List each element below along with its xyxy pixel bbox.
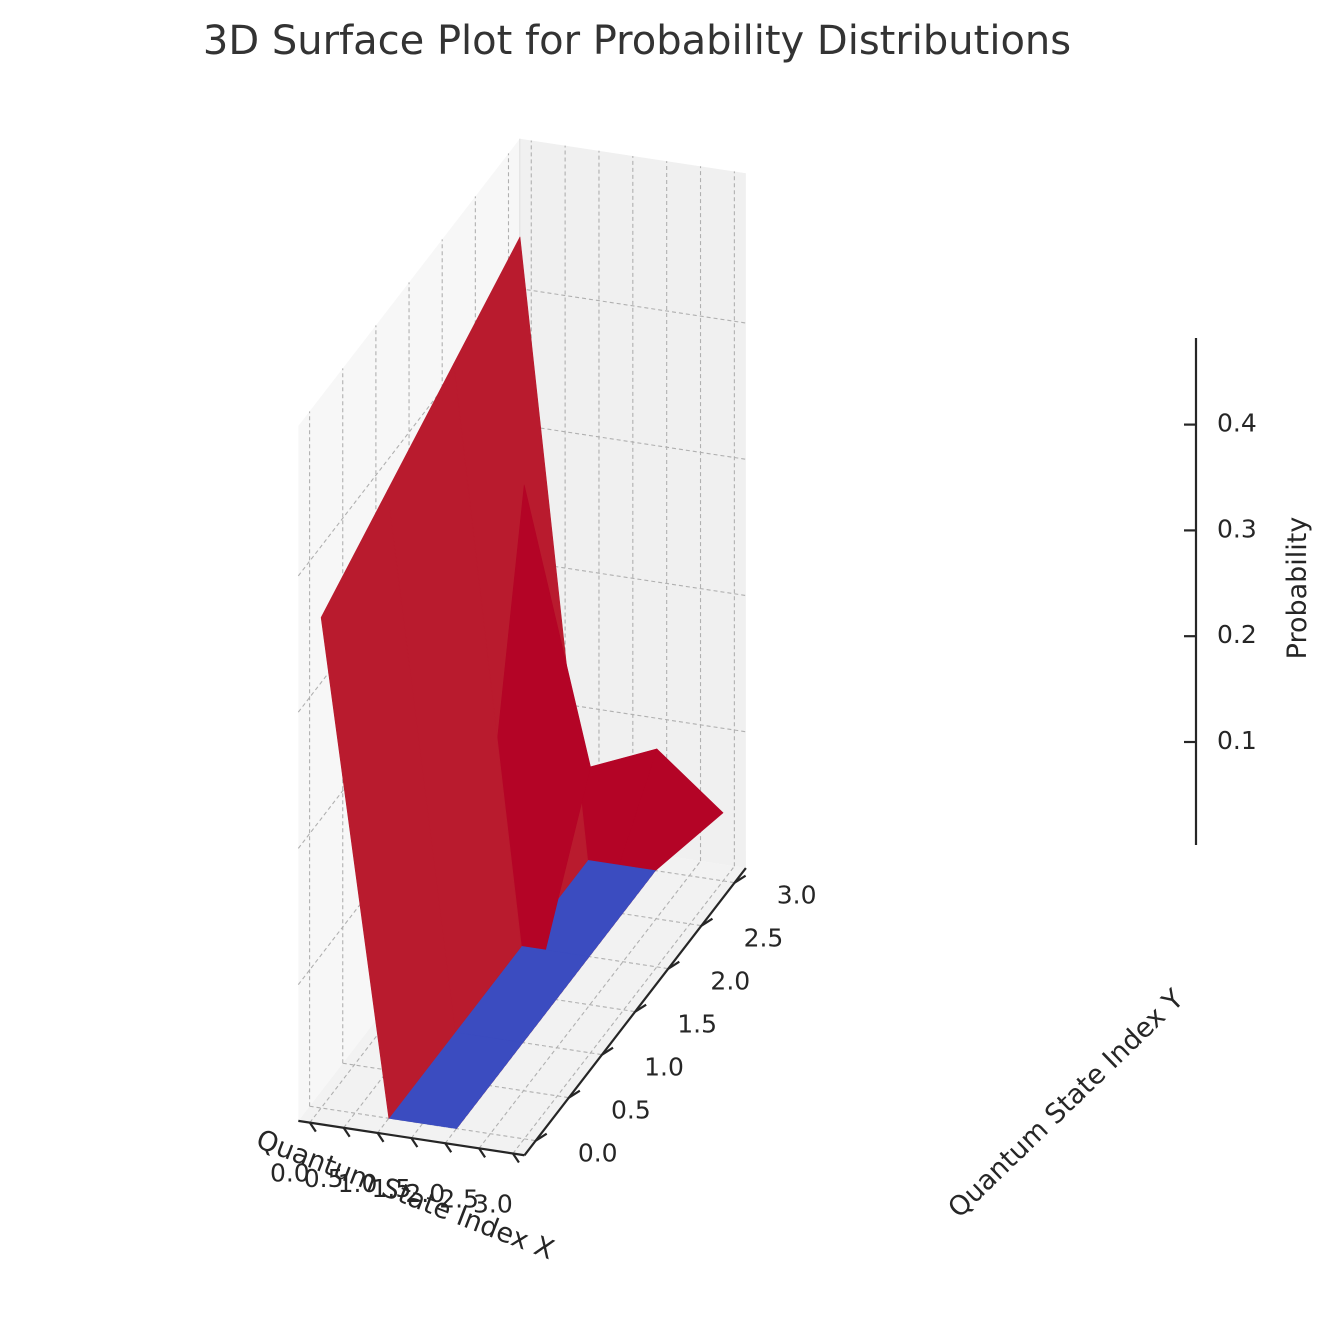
z-tick-label: 0.2 xyxy=(1217,620,1257,649)
y-tick-label: 2.5 xyxy=(744,924,784,953)
y-tick-label: 0.5 xyxy=(611,1096,651,1125)
x-tick xyxy=(410,1137,419,1148)
tick-labels: 0.00.51.01.52.02.53.00.00.51.01.52.02.53… xyxy=(270,409,1257,1219)
chart-title: 3D Surface Plot for Probability Distribu… xyxy=(202,18,1072,64)
y-tick-label: 0.0 xyxy=(578,1139,618,1168)
x-tick-label: 2.0 xyxy=(405,1179,445,1208)
x-tick xyxy=(478,1147,486,1158)
grid-line xyxy=(512,865,735,1154)
grid-line xyxy=(519,424,746,460)
x-tick-label: 0.0 xyxy=(270,1159,310,1188)
y-tick xyxy=(667,960,680,970)
axis-lines xyxy=(298,338,1198,1164)
x-tick-label: 1.5 xyxy=(371,1174,411,1203)
grid-line xyxy=(519,288,746,324)
x-tick-label: 3.0 xyxy=(473,1190,513,1219)
x-tick xyxy=(308,1122,317,1133)
y-tick xyxy=(734,874,747,884)
z-tick-label: 0.3 xyxy=(1217,514,1257,543)
y-tick-label: 2.0 xyxy=(710,967,750,996)
y-tick xyxy=(535,1132,548,1142)
back-pane xyxy=(519,138,746,869)
y-axis-label: Quantum State Index Y xyxy=(942,983,1190,1224)
z-tick-label: 0.4 xyxy=(1217,409,1257,438)
z-axis-label: Probability xyxy=(1282,517,1313,660)
grid-line xyxy=(478,860,701,1149)
y-tick-label: 3.0 xyxy=(777,881,817,910)
y-tick-label: 1.5 xyxy=(677,1010,717,1039)
z-tick-label: 0.1 xyxy=(1217,726,1257,755)
grid-line xyxy=(519,560,746,597)
y-tick xyxy=(568,1089,581,1099)
surface xyxy=(320,236,724,1129)
x-tick-label: 1.0 xyxy=(338,1169,378,1198)
x-tick xyxy=(444,1142,453,1153)
x-tick xyxy=(512,1152,520,1164)
x-tick xyxy=(376,1132,385,1143)
x-tick-label: 0.5 xyxy=(304,1164,344,1193)
y-tick-label: 1.0 xyxy=(644,1053,684,1082)
y-tick xyxy=(634,1003,647,1013)
x-tick xyxy=(342,1127,351,1138)
x-tick-label: 2.5 xyxy=(439,1184,479,1213)
y-tick xyxy=(700,917,714,927)
surface-patch xyxy=(320,490,456,1119)
y-tick xyxy=(601,1046,614,1056)
